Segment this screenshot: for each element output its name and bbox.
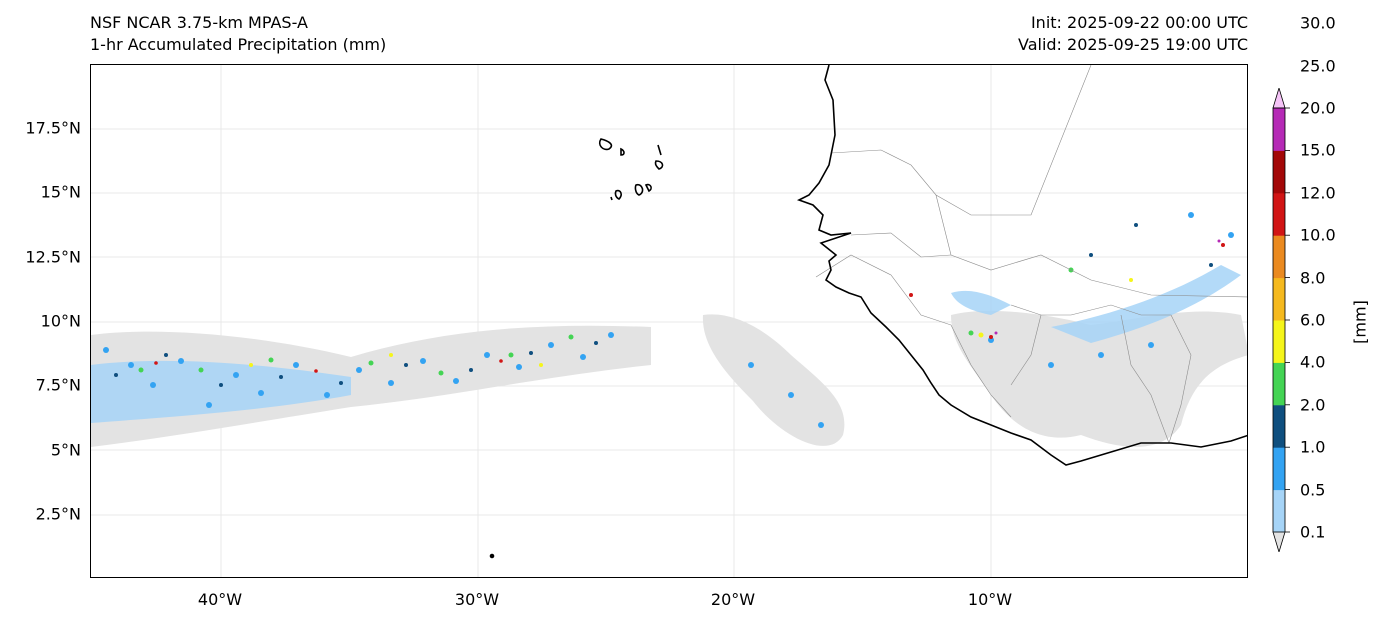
colorbar-level-label: 10.0 — [1300, 225, 1336, 245]
lat-label-2-5: 2.5°N — [35, 504, 81, 524]
lon-label-30w: 30°W — [454, 590, 500, 609]
lat-label-7-5: 7.5°N — [35, 375, 81, 395]
convective-cells — [103, 212, 1234, 428]
colorbar-band — [1273, 320, 1285, 363]
colorbar-level-label: 0.1 — [1300, 522, 1326, 542]
colorbar-band — [1273, 108, 1285, 151]
colorbar-band — [1273, 447, 1285, 491]
colorbar-level-label: 30.0 — [1300, 13, 1336, 33]
colorbar-level-label: 8.0 — [1300, 268, 1326, 288]
lat-label-15: 15°N — [40, 182, 81, 202]
colorbar-band — [1273, 277, 1285, 321]
colorbar-level-label: 15.0 — [1300, 140, 1336, 160]
valid-time: Valid: 2025-09-25 19:00 UTC — [1017, 35, 1248, 54]
colorbar-band — [1273, 404, 1285, 448]
colorbar-band — [1273, 150, 1285, 194]
moderate-precip-areas — [91, 265, 1241, 423]
colorbar-level-label: 2.0 — [1300, 395, 1326, 415]
colorbar-level-label: 4.0 — [1300, 352, 1326, 372]
colorbar-unit: [mm] — [1350, 300, 1370, 344]
model-name: NSF NCAR 3.75-km MPAS-A — [90, 13, 308, 32]
colorbar-extend-max — [1272, 88, 1286, 109]
colorbar-band — [1273, 235, 1285, 279]
colorbar-level-label: 12.0 — [1300, 183, 1336, 203]
country-borders — [815, 65, 1247, 444]
colorbar-band — [1273, 362, 1285, 406]
colorbar-level-label: 20.0 — [1300, 98, 1336, 118]
map-panel — [90, 64, 1248, 578]
lon-label-10w: 10°W — [967, 590, 1013, 609]
lat-label-10: 10°N — [40, 311, 81, 331]
lon-label-40w: 40°W — [197, 590, 243, 609]
map-title-right: Init: 2025-09-22 00:00 UTC Valid: 2025-0… — [1018, 12, 1248, 56]
lat-label-17-5: 17.5°N — [25, 118, 81, 138]
lat-label-5: 5°N — [50, 440, 81, 460]
map-canvas — [91, 65, 1247, 577]
colorbar-extend-min — [1272, 531, 1286, 552]
colorbar-level-label: 6.0 — [1300, 310, 1326, 330]
colorbar-level-label: 25.0 — [1300, 56, 1336, 76]
colorbar-level-label: 1.0 — [1300, 437, 1326, 457]
colorbar-level-label: 0.5 — [1300, 480, 1326, 500]
lat-label-12-5: 12.5°N — [25, 247, 81, 267]
colorbar — [1272, 88, 1290, 552]
coastline — [489, 65, 1247, 559]
field-name: 1-hr Accumulated Precipitation (mm) — [90, 35, 387, 54]
lon-label-20w: 20°W — [710, 590, 756, 609]
colorbar-band — [1273, 489, 1285, 533]
map-title-left: NSF NCAR 3.75-km MPAS-A 1-hr Accumulated… — [90, 12, 386, 56]
colorbar-band — [1273, 192, 1285, 236]
init-time: Init: 2025-09-22 00:00 UTC — [1030, 13, 1248, 32]
